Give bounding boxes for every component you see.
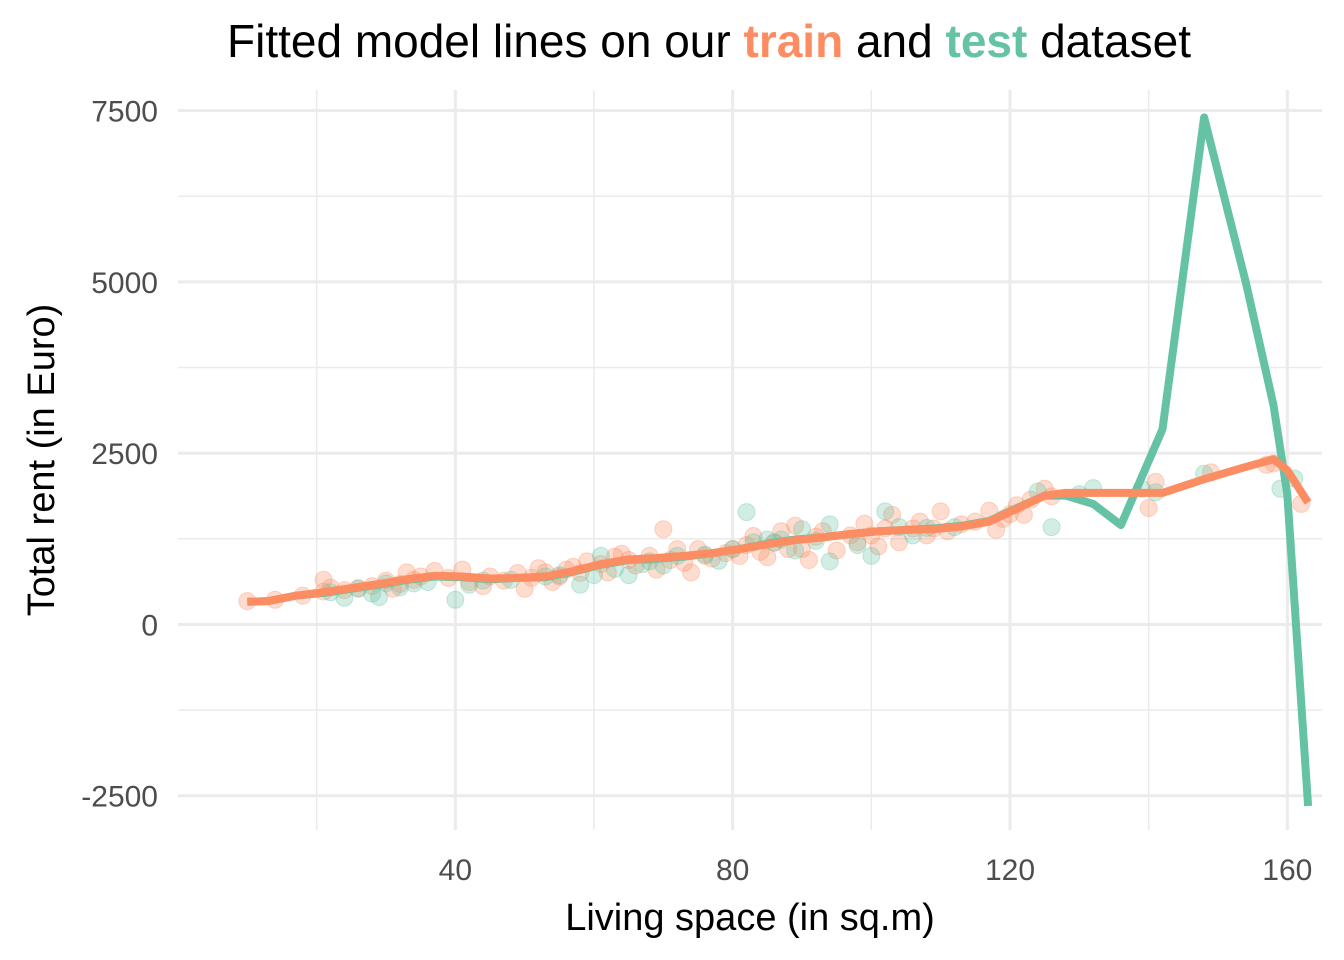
train-point	[931, 502, 950, 521]
test-point	[446, 590, 465, 609]
test-point	[862, 546, 881, 565]
title-part-middle: and	[843, 15, 946, 67]
test-point	[820, 552, 839, 571]
train-point	[799, 551, 818, 570]
train-fitted-line	[247, 455, 1312, 606]
x-tick-label: 120	[985, 854, 1035, 887]
x-tick-label: 160	[1262, 854, 1312, 887]
grid-lines	[178, 90, 1322, 830]
train-point	[1139, 498, 1158, 517]
y-axis-label: Total rent (in Euro)	[21, 304, 63, 617]
test-point	[1042, 518, 1061, 537]
title-part-after: dataset	[1027, 15, 1191, 67]
y-tick-label: -2500	[81, 781, 158, 814]
title-test-word: test	[945, 15, 1028, 67]
train-point	[786, 516, 805, 535]
y-tick-label: 0	[141, 609, 158, 642]
test-point	[820, 515, 839, 534]
y-tick-label: 7500	[91, 96, 158, 129]
test-point	[876, 502, 895, 521]
test-point	[619, 566, 638, 585]
train-point	[827, 541, 846, 560]
x-tick-label: 80	[716, 854, 749, 887]
train-point	[883, 505, 902, 524]
y-tick-label: 5000	[91, 267, 158, 300]
train-point	[758, 548, 777, 567]
y-tick-label: 2500	[91, 438, 158, 471]
test-point	[571, 575, 590, 594]
train-point	[869, 537, 888, 556]
axis-ticks: 40 80 120 160 -2500 0 2500 5000 7500	[81, 96, 1312, 887]
train-point	[654, 520, 673, 539]
test-point	[737, 503, 756, 522]
title-train-word: train	[743, 15, 844, 67]
x-tick-label: 40	[439, 854, 472, 887]
chart-title: Fitted model lines on our train and test…	[0, 14, 1344, 68]
fitted-lines	[247, 113, 1313, 807]
x-axis-label: Living space (in sq.m)	[565, 897, 935, 939]
train-point	[682, 563, 701, 582]
title-part-before: Fitted model lines on our	[227, 15, 744, 67]
test-point	[848, 535, 867, 554]
